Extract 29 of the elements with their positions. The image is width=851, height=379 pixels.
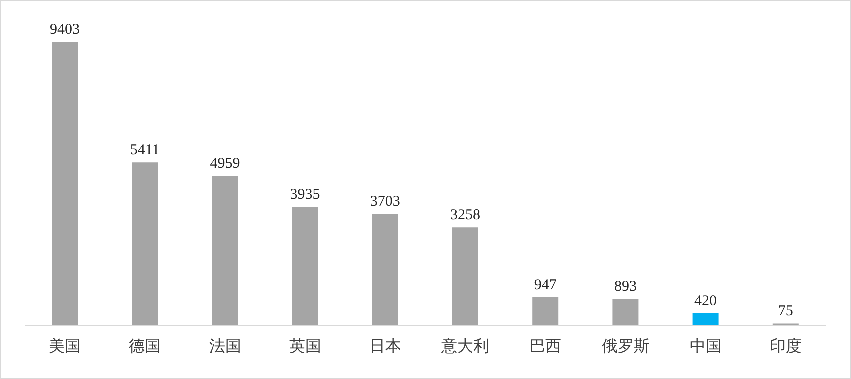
x-tick-label: 美国 xyxy=(49,336,82,356)
data-label: 3703 xyxy=(370,194,400,210)
bar xyxy=(292,207,318,326)
bar xyxy=(52,42,78,326)
data-label: 5411 xyxy=(130,142,160,159)
bar xyxy=(612,299,639,326)
data-label: 3935 xyxy=(290,187,320,204)
bar xyxy=(532,297,559,326)
x-tick-label: 俄罗斯 xyxy=(602,336,650,356)
x-tick-label: 德国 xyxy=(129,336,162,356)
data-label: 3258 xyxy=(450,208,480,224)
x-tick-label: 印度 xyxy=(770,336,802,356)
bar xyxy=(372,214,398,326)
bar xyxy=(452,228,478,326)
data-label: 893 xyxy=(614,279,637,296)
x-tick-label: 法国 xyxy=(209,336,242,356)
data-label: 420 xyxy=(694,293,718,310)
data-label: 4959 xyxy=(210,156,240,172)
x-tick-label: 英国 xyxy=(289,336,322,356)
bar xyxy=(212,176,238,326)
x-tick-label: 巴西 xyxy=(530,336,562,356)
x-tick-label: 中国 xyxy=(690,336,722,356)
x-tick-label: 日本 xyxy=(369,336,402,356)
bar xyxy=(132,162,158,326)
data-label: 947 xyxy=(534,277,558,294)
x-tick-label: 意大利 xyxy=(440,336,490,356)
data-label: 9403 xyxy=(50,22,80,38)
bar xyxy=(692,313,719,326)
data-label: 75 xyxy=(778,304,794,320)
